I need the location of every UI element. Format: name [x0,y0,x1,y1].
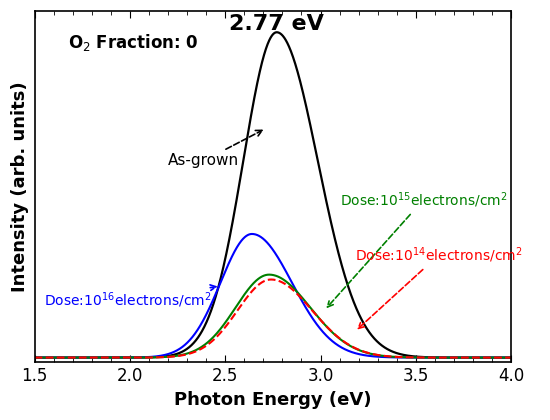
Text: O$_2$ Fraction: 0: O$_2$ Fraction: 0 [68,32,199,53]
X-axis label: Photon Energy (eV): Photon Energy (eV) [174,391,372,409]
Text: Dose:10$^{16}$electrons/cm$^2$: Dose:10$^{16}$electrons/cm$^2$ [44,285,216,310]
Y-axis label: Intensity (arb. units): Intensity (arb. units) [11,81,29,292]
Text: As-grown: As-grown [168,130,262,168]
Text: 2.77 eV: 2.77 eV [229,14,324,34]
Text: Dose:10$^{14}$electrons/cm$^2$: Dose:10$^{14}$electrons/cm$^2$ [355,245,522,328]
Text: Dose:10$^{15}$electrons/cm$^2$: Dose:10$^{15}$electrons/cm$^2$ [327,190,507,307]
